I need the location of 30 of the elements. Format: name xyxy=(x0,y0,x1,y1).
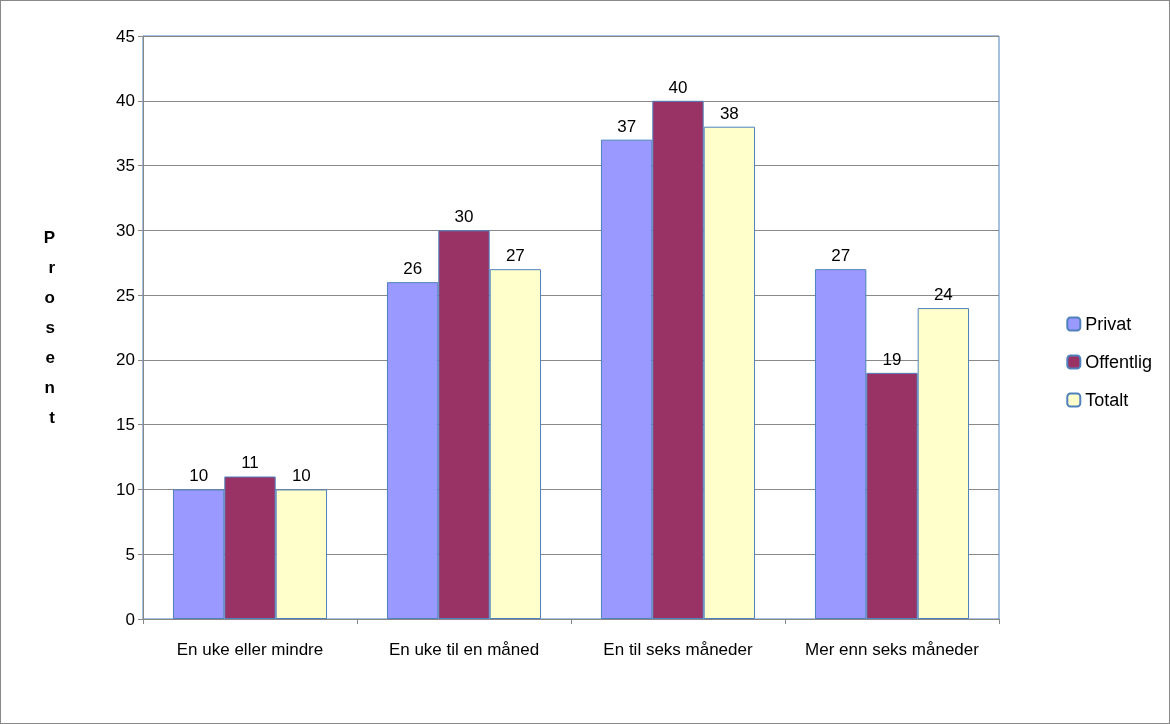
legend-label: Privat xyxy=(1085,314,1132,334)
data-label: 27 xyxy=(831,246,851,266)
data-label: 11 xyxy=(241,453,259,473)
y-tick-label: 35 xyxy=(116,156,135,176)
x-tick-label: En uke til en måned xyxy=(388,640,540,659)
data-label: 37 xyxy=(617,116,637,136)
y-tick-label: 30 xyxy=(116,220,135,240)
y-tick-label: 5 xyxy=(125,544,135,564)
data-label: 40 xyxy=(668,77,688,97)
y-tick-label: 20 xyxy=(116,350,135,370)
y-tick-label: 10 xyxy=(116,479,135,499)
data-label: 24 xyxy=(933,285,953,305)
y-tick-label: 40 xyxy=(116,91,135,111)
x-tick-label: En til seks måneder xyxy=(603,640,753,659)
data-label: 26 xyxy=(403,259,423,279)
y-tick-label: 25 xyxy=(116,285,135,305)
y-tick-label: 45 xyxy=(116,26,135,46)
data-label: 30 xyxy=(454,207,474,227)
y-tick-label: 15 xyxy=(116,415,135,435)
y-axis-title: Prosent xyxy=(43,228,56,427)
data-label: 19 xyxy=(882,349,902,369)
x-tick-label: En uke eller mindre xyxy=(176,640,324,659)
legend-label: Offentlig xyxy=(1085,352,1153,372)
data-label: 10 xyxy=(189,466,209,486)
data-label: 10 xyxy=(291,466,311,486)
y-tick-label: 0 xyxy=(125,609,135,629)
x-tick-label: Mer enn seks måneder xyxy=(805,640,980,659)
legend-label: Totalt xyxy=(1085,390,1129,410)
data-label: 38 xyxy=(719,103,739,123)
data-label: 27 xyxy=(505,246,525,266)
